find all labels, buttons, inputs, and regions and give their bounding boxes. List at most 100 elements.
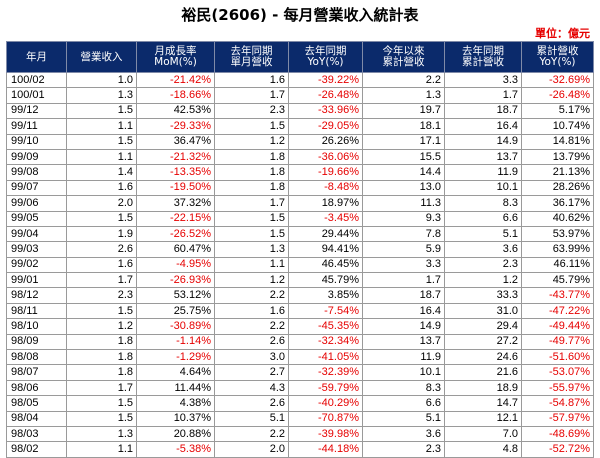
- table-cell: 36.17%: [521, 195, 594, 212]
- table-cell: 19.7: [362, 102, 445, 120]
- table-cell: 3.6: [444, 241, 522, 258]
- table-cell: 24.6: [444, 349, 522, 366]
- table-cell: -3.45%: [288, 210, 363, 227]
- table-cell: 98/12: [6, 287, 67, 304]
- table-cell: 31.0: [444, 302, 522, 320]
- table-cell: 11.3: [362, 195, 445, 212]
- table-row: 99/05 1.5 -22.15% 1.5 -3.45% 9.3 6.6 40.62%: [6, 210, 594, 227]
- table-cell: 2.2: [214, 425, 289, 443]
- table-cell: 99/03: [6, 241, 67, 258]
- table-cell: -8.48%: [288, 179, 363, 197]
- column-header-line: 累計營收: [382, 56, 425, 68]
- table-cell: 21.13%: [521, 164, 594, 181]
- column-header: 去年同期 YoY(%): [288, 41, 363, 73]
- table-cell: 98/03: [6, 425, 67, 443]
- table-cell: 13.79%: [521, 148, 594, 166]
- table-cell: -70.87%: [288, 410, 363, 427]
- table-cell: 2.6: [66, 241, 137, 258]
- table-cell: -45.35%: [288, 318, 363, 335]
- table-cell: -41.05%: [288, 349, 363, 366]
- table-cell: -55.97%: [521, 379, 594, 397]
- table-cell: -29.33%: [136, 118, 215, 135]
- table-cell: 99/08: [6, 164, 67, 181]
- table-cell: 37.32%: [136, 195, 215, 212]
- table-cell: 26.26%: [288, 133, 363, 150]
- table-cell: 18.7: [362, 287, 445, 304]
- column-header: 年月: [6, 41, 67, 73]
- table-cell: 1.6: [66, 179, 137, 197]
- table-cell: 1.7: [214, 87, 289, 104]
- table-row: 98/08 1.8 -1.29% 3.0 -41.05% 11.9 24.6 -51.60%: [6, 349, 594, 366]
- table-cell: 98/04: [6, 410, 67, 427]
- table-cell: 36.47%: [136, 133, 215, 150]
- table-cell: -47.22%: [521, 302, 594, 320]
- table-cell: 1.5: [66, 410, 137, 427]
- table-cell: 14.4: [362, 164, 445, 181]
- table-cell: 18.97%: [288, 195, 363, 212]
- table-cell: 98/07: [6, 364, 67, 381]
- table-cell: 2.0: [214, 441, 289, 458]
- table-cell: 5.1: [362, 410, 445, 427]
- table-cell: 1.9: [66, 225, 137, 243]
- table-cell: 1.6: [214, 302, 289, 320]
- table-row: 98/11 1.5 25.75% 1.6 -7.54% 16.4 31.0 -47.22%: [6, 302, 594, 320]
- table-cell: -51.60%: [521, 349, 594, 366]
- table-cell: 2.6: [214, 333, 289, 351]
- column-header-line: 今年以來: [382, 45, 425, 57]
- table-cell: 15.5: [362, 148, 445, 166]
- table-cell: 3.0: [214, 349, 289, 366]
- table-cell: -39.22%: [288, 71, 363, 89]
- table-cell: 1.6: [66, 256, 137, 274]
- column-header-line: 去年同期: [230, 45, 273, 57]
- table-cell: -30.89%: [136, 318, 215, 335]
- table-cell: 25.75%: [136, 302, 215, 320]
- table-cell: 5.9: [362, 241, 445, 258]
- table-cell: 16.4: [444, 118, 522, 135]
- table-cell: -40.29%: [288, 395, 363, 412]
- table-row: 99/11 1.1 -29.33% 1.5 -29.05% 18.1 16.4 10.74%: [6, 118, 594, 135]
- table-cell: 1.1: [66, 441, 137, 458]
- table-row: 98/04 1.5 10.37% 5.1 -70.87% 5.1 12.1 -57.97%: [6, 410, 594, 427]
- table-cell: 2.3: [214, 102, 289, 120]
- table-cell: 3.3: [362, 256, 445, 274]
- table-cell: 2.3: [362, 441, 445, 458]
- table-cell: 29.4: [444, 318, 522, 335]
- table-cell: 42.53%: [136, 102, 215, 120]
- table-cell: 1.8: [66, 364, 137, 381]
- table-cell: -1.29%: [136, 349, 215, 366]
- table-cell: 12.1: [444, 410, 522, 427]
- table-cell: 1.4: [66, 164, 137, 181]
- table-cell: 11.9: [444, 164, 522, 181]
- table-row: 98/07 1.8 4.64% 2.7 -32.39% 10.1 21.6 -53.07%: [6, 364, 594, 381]
- table-cell: -33.96%: [288, 102, 363, 120]
- table-cell: 1.7: [362, 272, 445, 289]
- table-cell: 4.3: [214, 379, 289, 397]
- table-cell: -26.52%: [136, 225, 215, 243]
- table-cell: -7.54%: [288, 302, 363, 320]
- table-row: 99/01 1.7 -26.93% 1.2 45.79% 1.7 1.2 45.79%: [6, 272, 594, 289]
- table-cell: 94.41%: [288, 241, 363, 258]
- table-cell: -36.06%: [288, 148, 363, 166]
- table-cell: 98/09: [6, 333, 67, 351]
- column-header-line: 去年同期: [462, 45, 504, 57]
- table-cell: 5.17%: [521, 102, 594, 120]
- page-title: 裕民(2606) - 每月營業收入統計表: [181, 6, 419, 24]
- table-cell: 1.3: [66, 425, 137, 443]
- table-cell: 14.9: [362, 318, 445, 335]
- table-cell: 18.7: [444, 102, 522, 120]
- column-header: 累計營收 YoY(%): [521, 41, 594, 73]
- table-cell: 1.8: [214, 148, 289, 166]
- table-cell: -26.48%: [288, 87, 363, 104]
- table-cell: 3.85%: [288, 287, 363, 304]
- table-cell: -59.79%: [288, 379, 363, 397]
- table-cell: 13.7: [444, 148, 522, 166]
- table-cell: -39.98%: [288, 425, 363, 443]
- table-cell: 98/06: [6, 379, 67, 397]
- table-row: 100/02 1.0 -21.42% 1.6 -39.22% 2.2 3.3 -32.69%: [6, 71, 594, 89]
- table-cell: 2.2: [214, 318, 289, 335]
- table-cell: 98/05: [6, 395, 67, 412]
- table-cell: 1.7: [214, 195, 289, 212]
- table-cell: 99/01: [6, 272, 67, 289]
- table-row: 98/05 1.5 4.38% 2.6 -40.29% 6.6 14.7 -54.87%: [6, 395, 594, 412]
- table-cell: 1.5: [66, 302, 137, 320]
